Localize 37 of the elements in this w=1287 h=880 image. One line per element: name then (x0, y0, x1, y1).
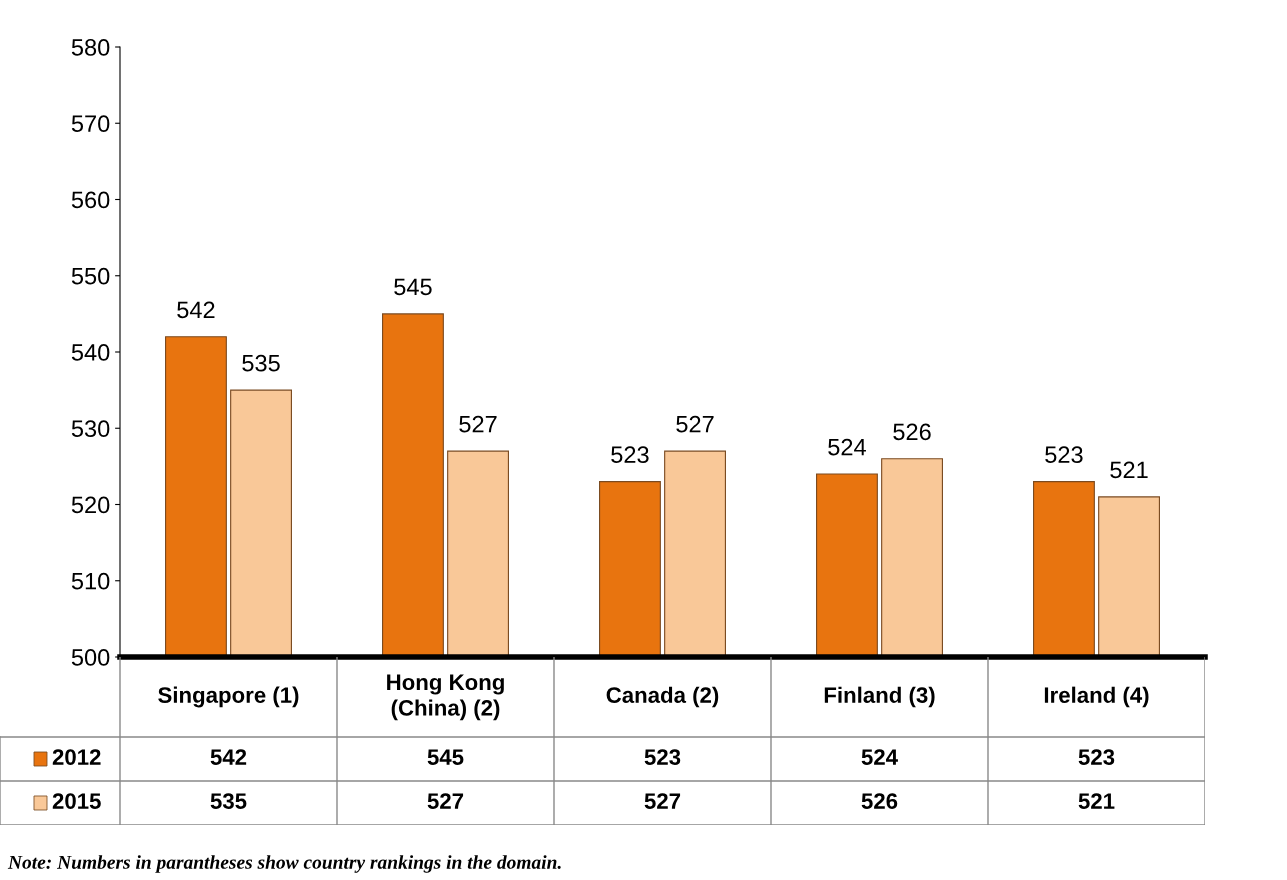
x-tick-label: Singapore (1) (158, 686, 299, 708)
data-label: 527 (644, 793, 681, 809)
data-label: 523 (644, 749, 681, 765)
annotation: 535 (242, 354, 280, 372)
annotation: 523 (1045, 446, 1083, 464)
annotation: 527 (676, 415, 714, 433)
annotation: 523 (611, 446, 649, 464)
y-tick-label: 540 (71, 344, 110, 361)
annotation: 527 (459, 415, 497, 433)
data-label: 524 (861, 749, 898, 765)
legend-label: 2015 (52, 793, 101, 809)
legend-label: 2012 (52, 749, 101, 765)
x-tick-label: Ireland (4) (1044, 686, 1149, 708)
y-tick-label: 560 (71, 191, 110, 209)
y-tick-label: 520 (71, 496, 110, 514)
data-label: 526 (861, 793, 898, 809)
y-tick-label: 550 (71, 267, 110, 285)
data-label: 527 (427, 793, 464, 809)
annotation: 545 (394, 278, 432, 296)
data-label: 542 (210, 749, 247, 765)
data-label: 523 (1078, 749, 1115, 765)
data-label: 535 (210, 793, 247, 809)
y-tick-label: 530 (71, 420, 110, 438)
y-tick-label: 500 (71, 649, 110, 666)
text: Note: Numbers in parantheses show country rankings in the domain. (7, 855, 561, 873)
x-tick-label: Finland (3) (824, 686, 935, 708)
data-label: 521 (1078, 793, 1115, 809)
x-tick-label: Canada (2) (606, 686, 719, 708)
annotation: 542 (177, 301, 215, 319)
annotation: 526 (893, 423, 931, 441)
y-tick-label: 570 (71, 115, 110, 133)
data-label: 545 (427, 749, 464, 765)
y-tick-label: 510 (71, 572, 110, 590)
annotation: 521 (1110, 461, 1148, 479)
y-tick-label: 580 (71, 39, 110, 56)
annotation: 524 (828, 438, 866, 456)
x-tick-label: Hong Kong (China) (2) (387, 674, 504, 721)
